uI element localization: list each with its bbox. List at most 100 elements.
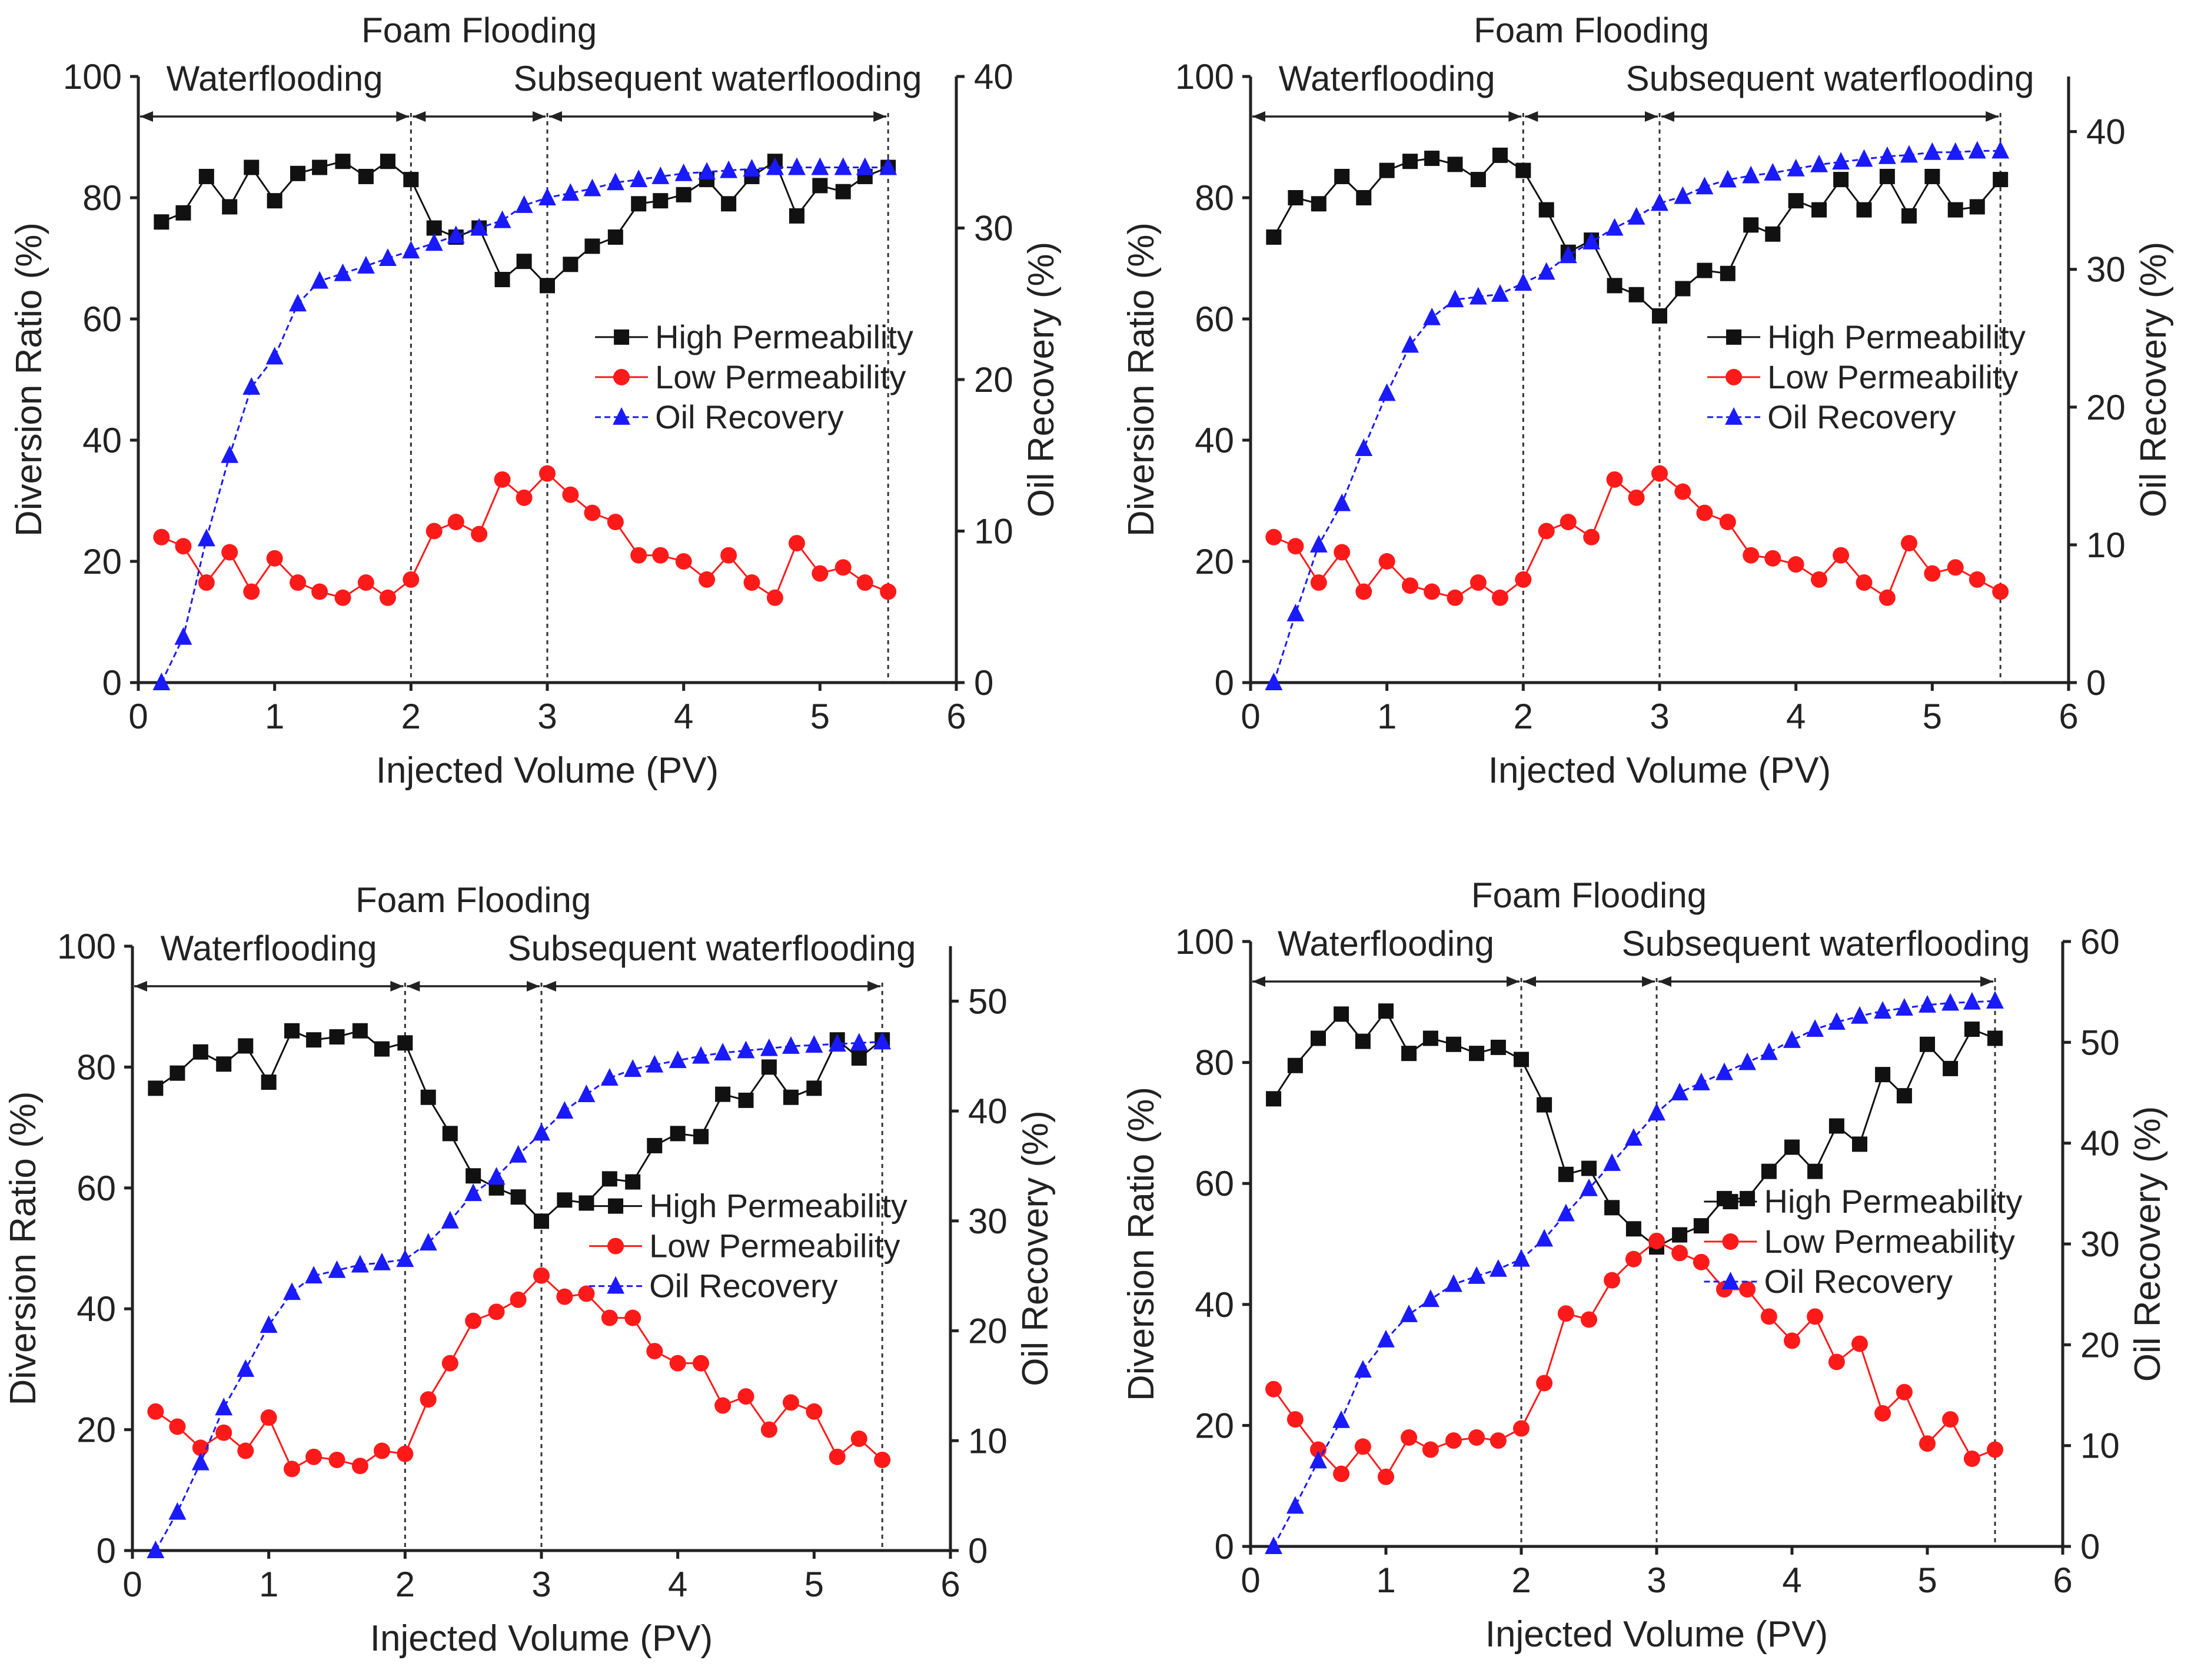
phase-arrow-head (1661, 111, 1674, 122)
data-point-high (1652, 308, 1667, 324)
data-point-high (1807, 1163, 1823, 1179)
y-right-tick-label: 40 (2080, 1124, 2120, 1163)
subsequent-waterflooding-label: Subsequent waterflooding (1622, 924, 2030, 963)
y-left-tick-label: 80 (1195, 1043, 1234, 1083)
data-point-oil (425, 233, 443, 251)
y-left-tick-label: 60 (1195, 1164, 1234, 1203)
data-point-low (1515, 571, 1532, 588)
phase-arrow-head (390, 981, 404, 992)
data-point-oil (396, 1249, 414, 1268)
data-point-oil (1445, 1274, 1462, 1292)
data-point-oil (1512, 1249, 1530, 1267)
data-point-high (397, 1035, 413, 1051)
phase-arrow-head (1508, 111, 1522, 122)
y-right-tick-label: 20 (968, 1312, 1008, 1351)
data-point-oil (879, 157, 897, 175)
data-point-high (693, 1129, 709, 1145)
data-point-low (812, 565, 829, 582)
data-point-low (1942, 1411, 1959, 1428)
phase-arrow-head (867, 981, 881, 992)
data-point-high (1833, 172, 1849, 188)
data-point-high (1424, 151, 1440, 167)
data-point-low (1469, 574, 1487, 591)
y-right-tick-label: 40 (974, 57, 1013, 97)
x-tick-label: 2 (395, 1565, 415, 1604)
data-point-low (788, 535, 805, 552)
data-point-low (420, 1391, 437, 1408)
x-tick-label: 4 (1786, 697, 1806, 736)
data-point-oil (788, 157, 806, 175)
data-point-low (1760, 1308, 1777, 1325)
data-point-high (352, 1023, 368, 1039)
data-point-oil (1968, 141, 1986, 159)
data-point-high (198, 168, 214, 184)
data-point-low (1947, 559, 1964, 576)
data-point-high (1761, 1163, 1777, 1179)
data-point-low (1856, 574, 1873, 591)
data-point-oil (692, 1046, 710, 1064)
x-tick-label: 6 (946, 697, 966, 736)
y-left-tick-label: 20 (82, 542, 122, 581)
y-right-tick-label: 0 (974, 663, 993, 703)
data-point-high (154, 214, 169, 230)
subsequent-waterflooding-label: Subsequent waterflooding (1626, 59, 2034, 98)
data-point-low (743, 574, 760, 591)
legend-marker-oil (1725, 407, 1743, 425)
data-point-oil (674, 163, 693, 181)
data-point-low (1378, 1468, 1394, 1485)
data-point-oil (215, 1398, 233, 1416)
y-right-axis-title: Oil Recovery (%) (2133, 242, 2174, 518)
data-point-oil (1760, 1042, 1778, 1060)
data-point-high (1765, 226, 1781, 242)
x-tick-label: 6 (2053, 1561, 2072, 1600)
y-left-tick-label: 60 (77, 1169, 116, 1208)
phase-arrow-head (1980, 976, 1993, 987)
data-point-low (714, 1397, 732, 1414)
legend-label-oil: Oil Recovery (1767, 398, 1956, 435)
data-point-high (851, 1050, 867, 1066)
data-point-oil (1832, 152, 1850, 170)
data-point-high (578, 1195, 594, 1211)
data-point-oil (720, 160, 738, 178)
data-point-high (1334, 1006, 1349, 1022)
data-point-high (1447, 157, 1463, 172)
data-point-high (607, 229, 623, 245)
data-point-low (1784, 1332, 1800, 1349)
data-point-high (1625, 1221, 1641, 1237)
data-point-oil (441, 1210, 459, 1229)
data-point-low (1536, 1375, 1553, 1392)
data-point-oil (600, 1068, 619, 1086)
data-point-high (653, 193, 669, 209)
data-point-oil (509, 1145, 527, 1163)
data-point-high (1924, 168, 1940, 184)
phase-arrow-head (527, 981, 540, 992)
data-point-high (1469, 1046, 1485, 1062)
x-axis-title: Injected Volume (PV) (1488, 750, 1831, 791)
data-point-oil (743, 159, 761, 177)
y-left-tick-label: 60 (82, 300, 122, 339)
data-point-oil (766, 157, 784, 175)
data-point-low (630, 547, 647, 564)
data-point-oil (760, 1038, 778, 1056)
data-point-low (447, 514, 464, 531)
data-point-low (1265, 1380, 1282, 1398)
data-point-low (1468, 1429, 1485, 1446)
data-point-low (1963, 1450, 1980, 1467)
data-point-high (1943, 1060, 1959, 1076)
legend-label-high: High Permeability (649, 1187, 907, 1225)
phase-arrow-head (134, 981, 147, 992)
data-point-low (1696, 504, 1713, 521)
data-point-high (584, 238, 600, 254)
data-point-high (312, 159, 328, 175)
data-point-low (1354, 1438, 1371, 1455)
series-oil (147, 1032, 892, 1558)
data-point-oil (1354, 1360, 1372, 1378)
phase-arrow-head (1523, 976, 1536, 987)
data-point-low (169, 1418, 186, 1435)
series-low (1265, 1232, 2003, 1485)
x-tick-label: 0 (128, 697, 148, 736)
y-right-axis-title: Oil Recovery (%) (1021, 242, 1062, 518)
data-point-high (1514, 1052, 1529, 1067)
data-point-high (1378, 1003, 1394, 1019)
